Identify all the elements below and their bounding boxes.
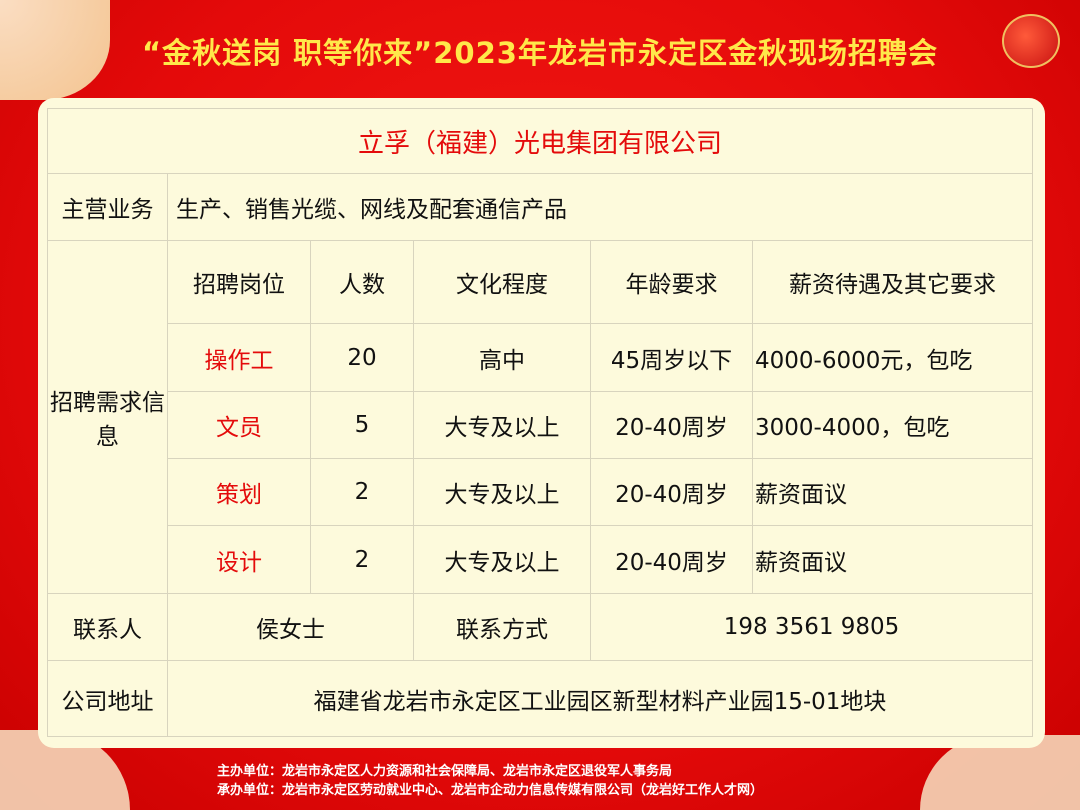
header-count: 人数 [310,240,414,324]
education: 高中 [413,323,591,392]
age: 20-40周岁 [590,458,753,526]
header-education: 文化程度 [413,240,591,324]
education: 大专及以上 [413,525,591,594]
business-value: 生产、销售光缆、网线及配套通信产品 [166,173,1034,241]
education: 大专及以上 [413,391,591,459]
page-title: “金秋送岗 职等你来”2023年龙岩市永定区金秋现场招聘会 [142,36,938,70]
contact-label: 联系人 [47,593,168,661]
count: 2 [310,458,414,526]
salary: 4000-6000元，包吃 [751,323,1034,392]
header-age: 年龄要求 [590,240,753,324]
position: 操作工 [167,323,311,392]
count: 5 [310,391,414,459]
salary: 薪资面议 [751,458,1034,526]
phone-label: 联系方式 [413,593,591,661]
organizer-units: 承办单位：龙岩市永定区劳动就业中心、龙岩市企动力信息传媒有限公司（龙岩好工作人才… [217,783,764,798]
host-units: 主办单位：龙岩市永定区人力资源和社会保障局、龙岩市永定区退役军人事务局 [217,764,673,779]
salary: 薪资面议 [751,525,1034,594]
business-label: 主营业务 [47,173,168,241]
age: 45周岁以下 [590,323,753,392]
count: 2 [310,525,414,594]
lantern-icon [1002,14,1060,68]
position: 文员 [167,391,311,459]
education: 大专及以上 [413,458,591,526]
company-name: 立孚（福建）光电集团有限公司 [46,108,1034,174]
address-value: 福建省龙岩市永定区工业园区新型材料产业园15-01地块 [166,660,1034,737]
age: 20-40周岁 [590,391,753,459]
table-row: 策划 2 大专及以上 20-40周岁 薪资面议 [48,458,1034,526]
age: 20-40周岁 [590,525,753,594]
position: 设计 [167,525,311,594]
footer: 主办单位：龙岩市永定区人力资源和社会保障局、龙岩市永定区退役军人事务局 承办单位… [217,762,763,800]
salary: 3000-4000，包吃 [751,391,1034,459]
job-table: 立孚（福建）光电集团有限公司 主营业务 生产、销售光缆、网线及配套通信产品 招聘需… [46,108,1034,737]
phone-number: 198 3561 9805 [589,593,1034,661]
address-label: 公司地址 [47,660,168,737]
table-row: 设计 2 大专及以上 20-40周岁 薪资面议 [48,525,1034,594]
header-position: 招聘岗位 [167,240,311,324]
table-row: 文员 5 大专及以上 20-40周岁 3000-4000，包吃 [48,391,1034,459]
count: 20 [310,323,414,392]
contact-name: 侯女士 [167,593,414,661]
recruit-label: 招聘需求信息 [47,240,168,594]
position: 策划 [167,458,311,526]
table-row: 操作工 20 高中 45周岁以下 4000-6000元，包吃 [48,323,1034,392]
header-salary: 薪资待遇及其它要求 [751,240,1034,324]
